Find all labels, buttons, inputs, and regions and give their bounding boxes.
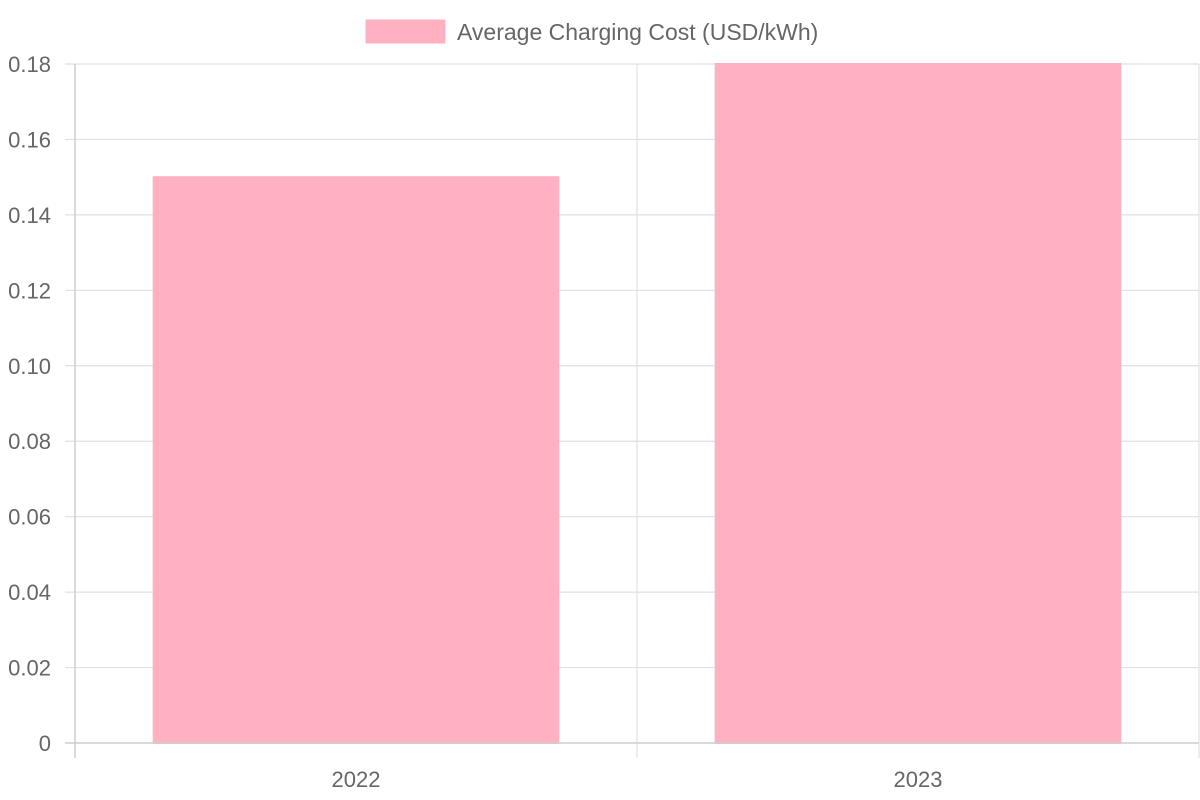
y-tick-label: 0 bbox=[39, 731, 51, 756]
y-axis-ticks: 0 0.02 0.04 0.06 0.08 0.10 0.12 0.14 0.16 0.18 bbox=[8, 52, 51, 756]
y-tick-label: 0.08 bbox=[8, 429, 51, 454]
bar-2022[interactable] bbox=[152, 176, 560, 744]
y-tick-label: 0.14 bbox=[8, 203, 51, 228]
x-tick-label: 2023 bbox=[894, 767, 943, 792]
y-tick-label: 0.04 bbox=[8, 580, 51, 605]
y-tick-label: 0.06 bbox=[8, 505, 51, 530]
y-tick-label: 0.10 bbox=[8, 354, 51, 379]
legend[interactable]: Average Charging Cost (USD/kWh) bbox=[365, 19, 818, 45]
legend-label[interactable]: Average Charging Cost (USD/kWh) bbox=[457, 19, 818, 45]
bars bbox=[152, 63, 1122, 744]
y-tick-label: 0.02 bbox=[8, 656, 51, 681]
axes bbox=[65, 64, 1199, 758]
x-tick-label: 2022 bbox=[332, 767, 381, 792]
x-axis-ticks: 2022 2023 bbox=[332, 767, 943, 792]
y-tick-label: 0.16 bbox=[8, 127, 51, 152]
legend-swatch[interactable] bbox=[365, 19, 446, 44]
y-tick-label: 0.12 bbox=[8, 278, 51, 303]
bar-2023[interactable] bbox=[714, 63, 1122, 744]
y-tick-label: 0.18 bbox=[8, 52, 51, 77]
